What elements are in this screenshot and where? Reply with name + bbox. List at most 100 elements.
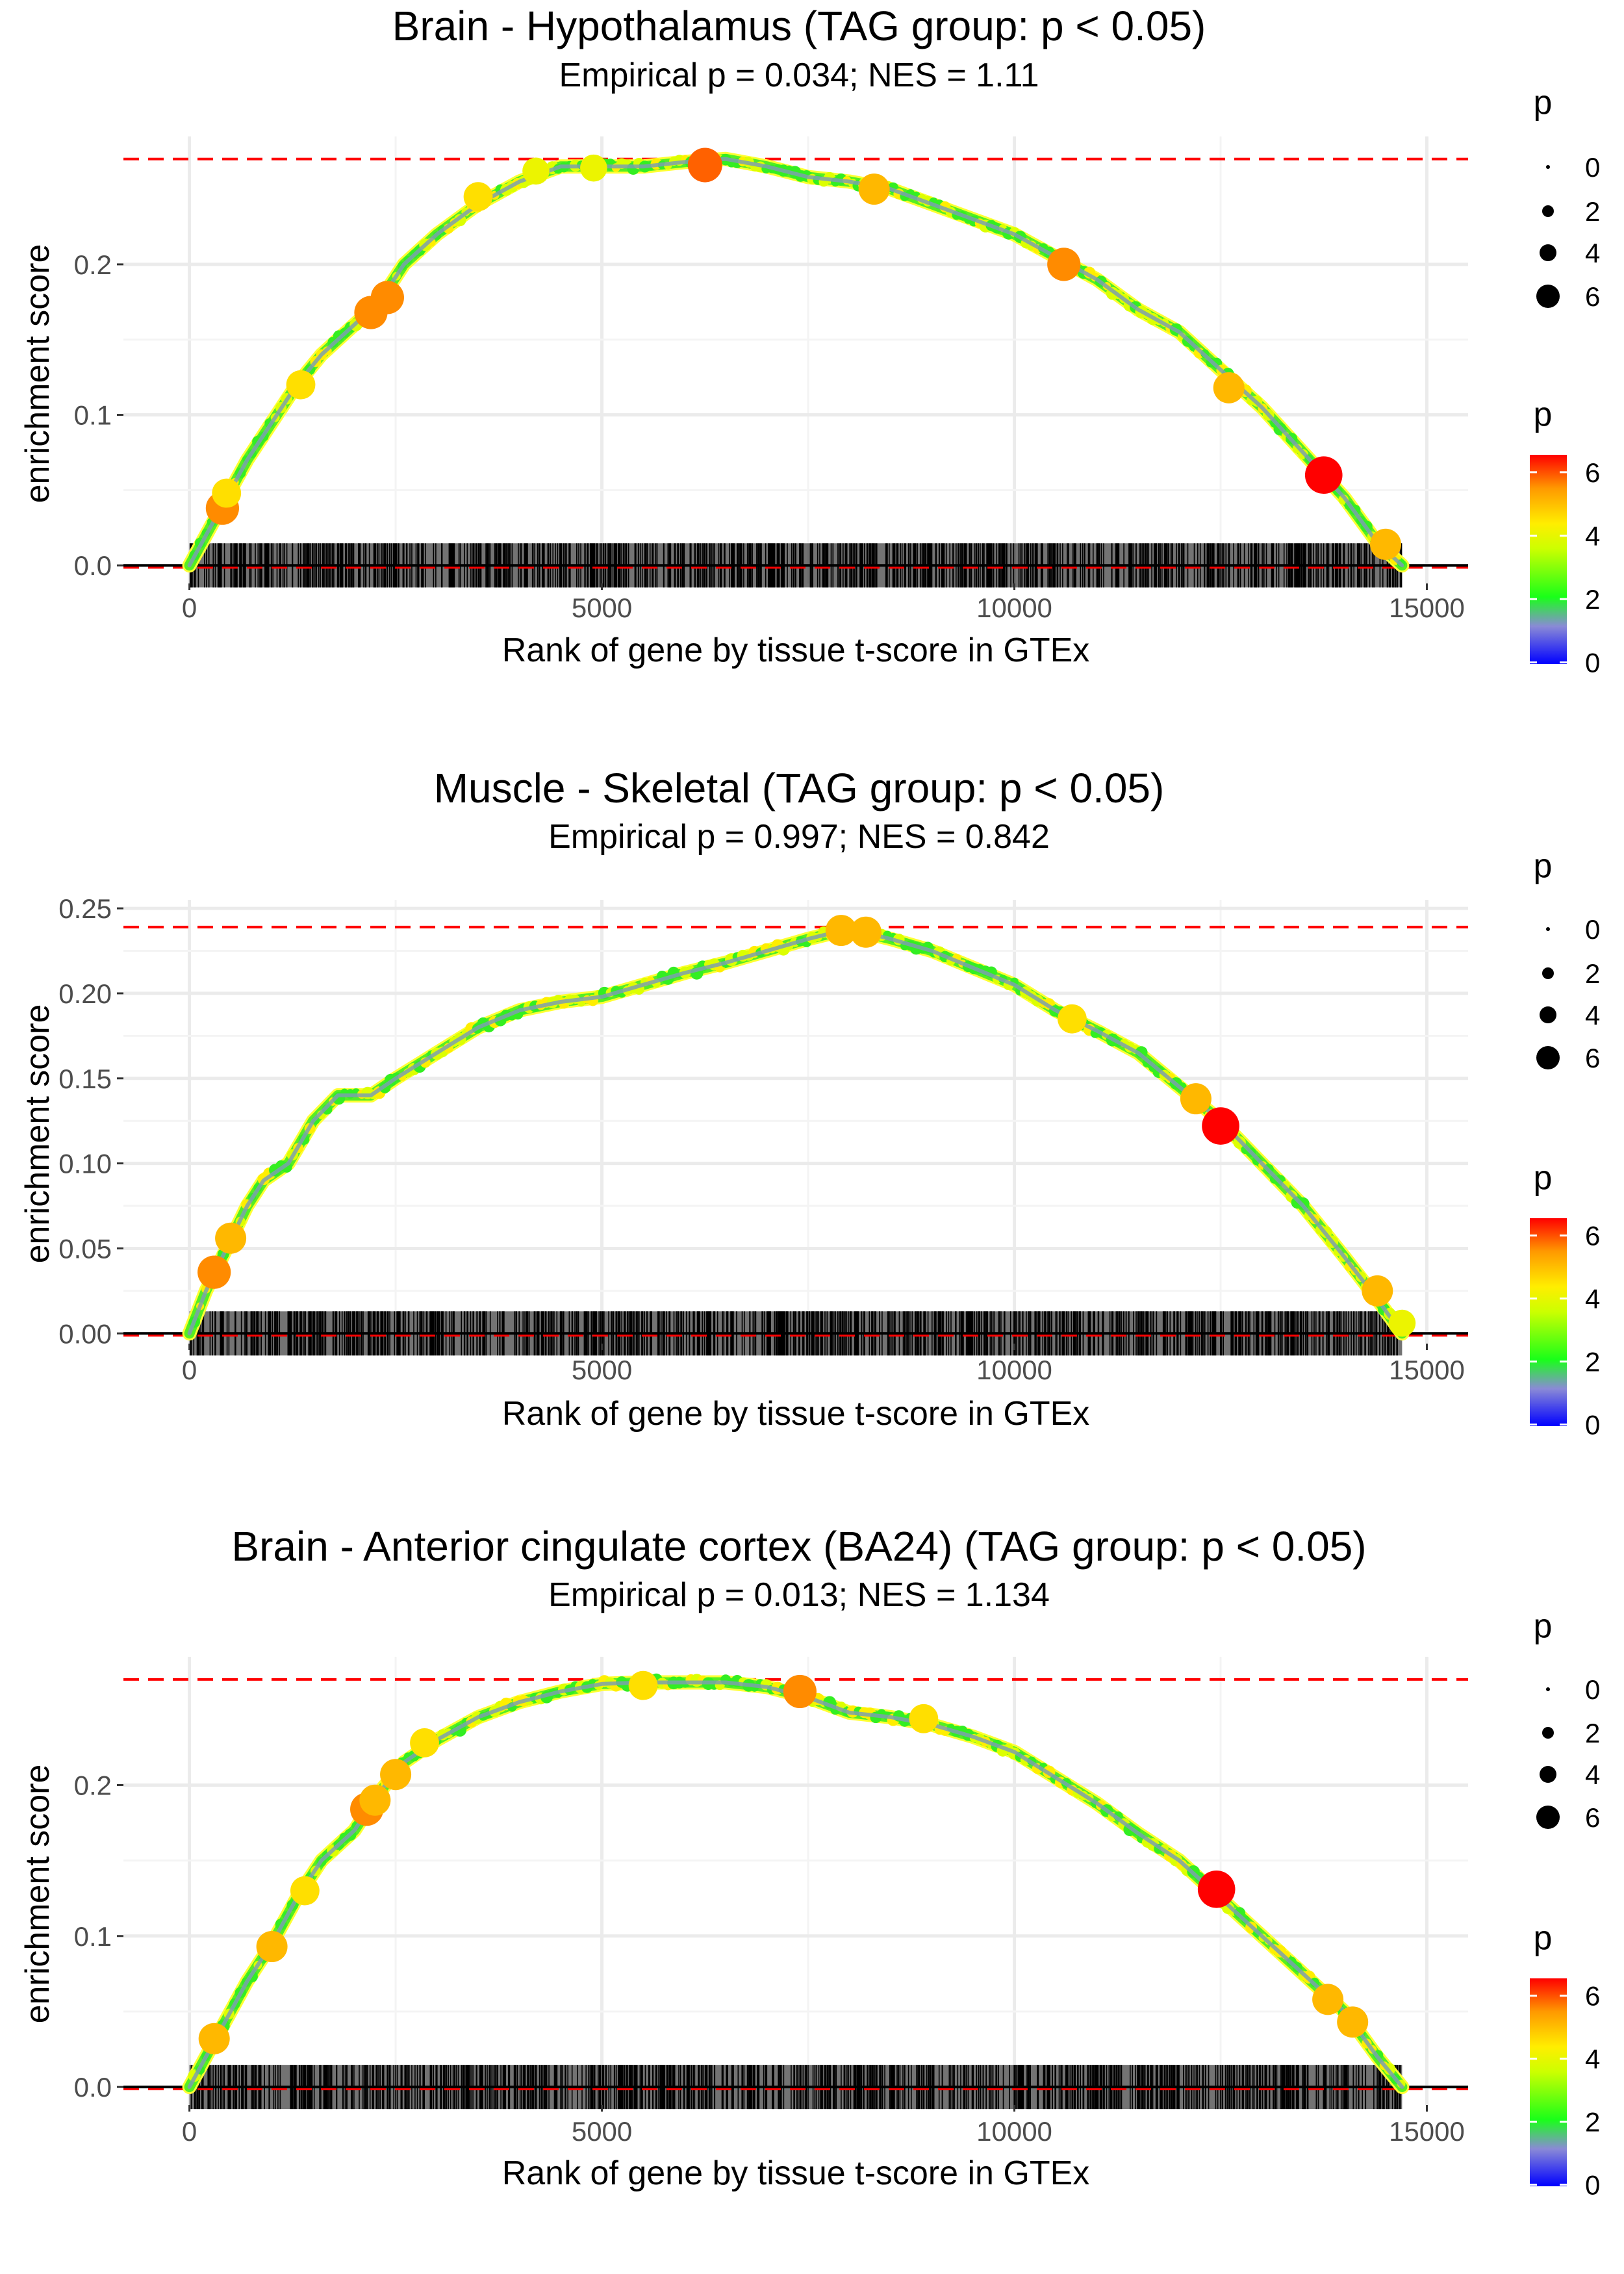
y-tick-label: 0.1 — [74, 400, 112, 431]
curve-dots — [189, 153, 1406, 568]
size-legend-key — [1540, 244, 1556, 261]
highlight-point — [909, 1704, 939, 1733]
y-tick-label: 0.25 — [58, 893, 112, 924]
y-axis: 0.0 0.1 0.2 — [74, 1770, 123, 2102]
highlight-point — [198, 2023, 230, 2054]
chart-panel-3: Brain - Anterior cingulate cortex (BA24)… — [19, 1523, 1600, 2201]
highlight-point — [687, 147, 722, 183]
color-legend: p 6 4 2 0 — [1530, 396, 1600, 678]
color-legend-title: p — [1534, 1159, 1553, 1197]
y-tick-label: 0.10 — [58, 1149, 112, 1179]
highlight-point — [1202, 1107, 1239, 1145]
highlight-point — [1047, 248, 1081, 281]
chart-subtitle: Empirical p = 0.034; NES = 1.11 — [559, 57, 1039, 94]
size-legend-label: 6 — [1585, 1043, 1600, 1073]
chart-panel-1: Brain - Hypothalamus (TAG group: p < 0.0… — [19, 3, 1600, 678]
size-legend: p 0 2 4 6 — [1534, 847, 1601, 1073]
size-legend-key — [1542, 967, 1554, 979]
x-tick-label: 5000 — [572, 1355, 632, 1385]
highlight-point — [1362, 1275, 1393, 1307]
gridlines — [123, 900, 1468, 1344]
x-tick-label: 5000 — [572, 593, 632, 623]
highlight-point — [783, 1674, 817, 1709]
color-legend-bar — [1530, 1978, 1567, 2186]
enrichment-curve — [182, 1673, 1410, 2095]
color-legend: p 6 4 2 0 — [1530, 1159, 1600, 1440]
size-legend-key — [1536, 1046, 1560, 1069]
curve-line — [187, 157, 1404, 568]
size-legend-label: 6 — [1585, 1802, 1600, 1833]
x-axis: 0 5000 10000 15000 — [182, 2105, 1465, 2147]
size-legend-label: 2 — [1585, 958, 1600, 989]
highlight-point — [197, 1255, 231, 1289]
color-legend-bar — [1530, 455, 1567, 664]
y-tick-label: 0.0 — [74, 2072, 112, 2102]
highlight-point — [1180, 1083, 1212, 1115]
highlight-point — [858, 173, 890, 205]
highlight-point — [380, 1759, 412, 1791]
highlight-point — [286, 370, 316, 400]
x-tick-label: 0 — [182, 2116, 197, 2147]
color-legend-label: 4 — [1585, 1284, 1600, 1314]
highlight-point — [1058, 1004, 1087, 1034]
size-legend-key — [1542, 205, 1554, 217]
size-legend-key — [1540, 1006, 1556, 1023]
x-tick-label: 10000 — [976, 1355, 1052, 1385]
size-legend-key — [1536, 285, 1560, 308]
x-tick-label: 15000 — [1389, 1355, 1465, 1385]
color-legend-label: 2 — [1585, 584, 1600, 615]
color-legend-label: 6 — [1585, 1221, 1600, 1251]
color-legend-bar — [1530, 1218, 1567, 1426]
y-tick-label: 0.1 — [74, 1921, 112, 1952]
size-legend-label: 6 — [1585, 281, 1600, 312]
chart-title: Brain - Anterior cingulate cortex (BA24)… — [231, 1523, 1366, 1570]
size-legend-label: 2 — [1585, 196, 1600, 227]
highlight-point — [370, 281, 404, 314]
size-legend-label: 0 — [1585, 1674, 1600, 1705]
y-axis-label: enrichment score — [19, 244, 57, 504]
size-legend-label: 4 — [1585, 1759, 1600, 1790]
highlight-point — [1213, 372, 1245, 403]
y-axis: 0.00 0.05 0.10 0.15 0.20 0.25 — [58, 893, 123, 1349]
size-legend-title: p — [1534, 84, 1553, 121]
size-legend-key — [1546, 927, 1550, 931]
y-tick-label: 0.05 — [58, 1233, 112, 1264]
highlight-point — [359, 1784, 391, 1816]
y-tick-label: 0.20 — [58, 978, 112, 1009]
highlight-point — [1304, 456, 1343, 494]
highlight-point — [1337, 2006, 1369, 2038]
highlight-point — [1370, 528, 1402, 560]
y-axis-label: enrichment score — [19, 1765, 57, 2024]
chart-panel-2: Muscle - Skeletal (TAG group: p < 0.05) E… — [19, 765, 1600, 1440]
color-legend-title: p — [1534, 1919, 1553, 1957]
x-axis-label: Rank of gene by tissue t-score in GTEx — [502, 2154, 1090, 2192]
x-tick-label: 15000 — [1389, 2116, 1465, 2147]
size-legend-key — [1540, 1766, 1556, 1783]
size-legend-key — [1546, 165, 1550, 169]
size-legend: p 0 2 4 6 — [1534, 1607, 1601, 1833]
highlight-point — [850, 916, 882, 948]
x-tick-label: 0 — [182, 593, 197, 623]
highlight-point — [1312, 1984, 1344, 2015]
color-legend-label: 4 — [1585, 2044, 1600, 2075]
highlight-point — [256, 1931, 288, 1963]
x-tick-label: 15000 — [1389, 593, 1465, 623]
x-axis: 0 5000 10000 15000 — [182, 1344, 1465, 1385]
size-legend-key — [1546, 1687, 1550, 1691]
y-axis-label: enrichment score — [19, 1004, 57, 1264]
highlight-point — [215, 1222, 247, 1254]
x-axis-label: Rank of gene by tissue t-score in GTEx — [502, 632, 1090, 669]
x-tick-label: 10000 — [976, 593, 1052, 623]
chart-subtitle: Empirical p = 0.013; NES = 1.134 — [548, 1576, 1050, 1614]
size-legend-label: 2 — [1585, 1718, 1600, 1748]
enrichment-curve — [182, 151, 1410, 573]
curve-line — [187, 1680, 1404, 2089]
color-legend-label: 2 — [1585, 2107, 1600, 2138]
chart-title: Brain - Hypothalamus (TAG group: p < 0.0… — [392, 3, 1206, 49]
size-legend-title: p — [1534, 1607, 1553, 1645]
highlight-point — [1388, 1309, 1416, 1337]
size-legend: p 0 2 4 6 — [1534, 84, 1601, 312]
color-legend-label: 0 — [1585, 1410, 1600, 1440]
highlight-point — [290, 1876, 320, 1906]
y-tick-label: 0.2 — [74, 1770, 112, 1800]
